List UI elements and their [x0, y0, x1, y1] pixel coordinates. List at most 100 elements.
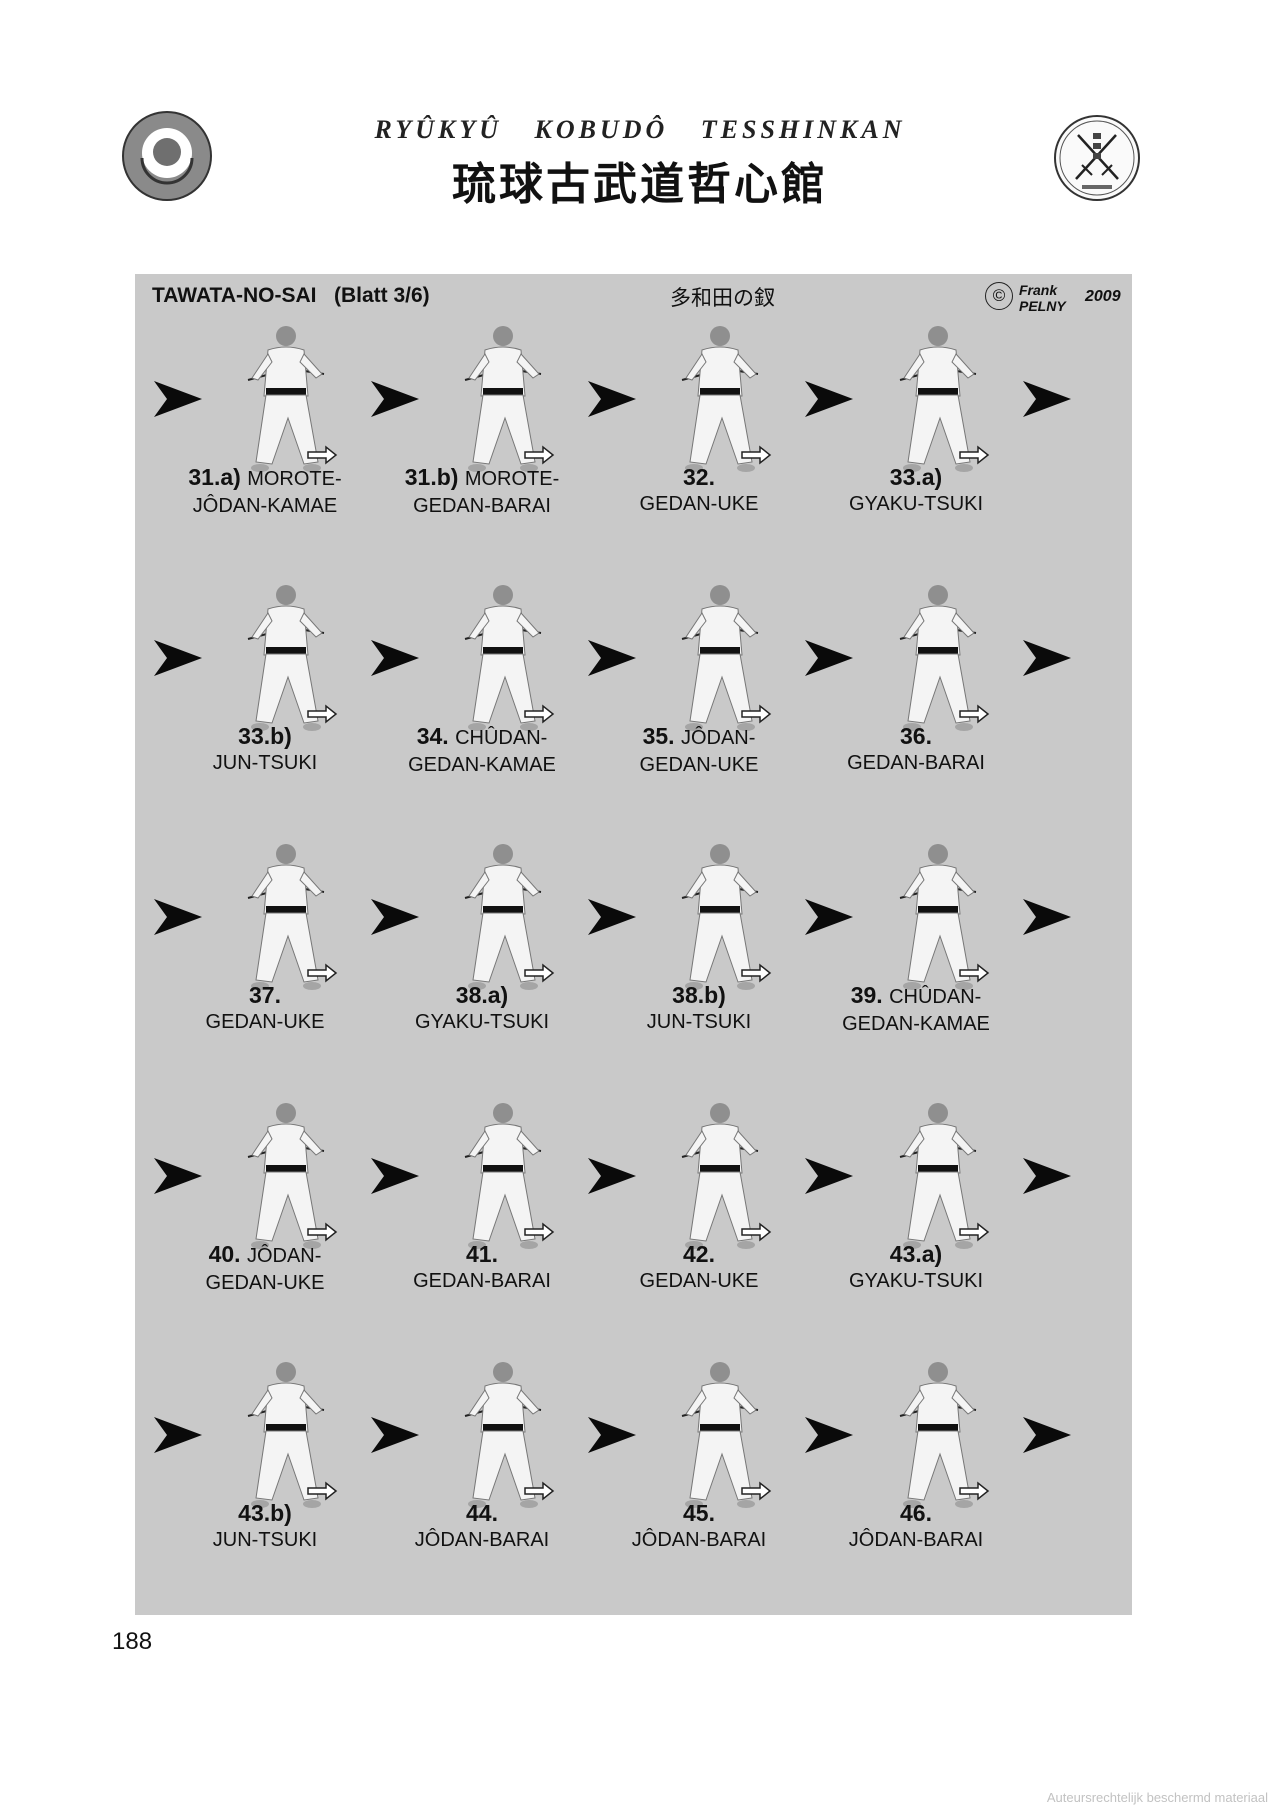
step-direction-arrow-icon: [741, 1481, 772, 1501]
author-last-name: PELNY: [1019, 298, 1066, 314]
karateka-figure: [464, 1362, 542, 1508]
step-name: JUN-TSUKI: [646, 1011, 752, 1033]
step-number-value: 39.: [850, 982, 883, 1008]
step-number-value: 41.: [466, 1241, 498, 1267]
copyright-symbol: ©: [985, 282, 1013, 310]
sequence-arrow-icon: [1023, 899, 1071, 935]
step-number-value: 46.: [900, 1500, 932, 1526]
karateka-figure: [247, 1103, 325, 1249]
step-number-value: 38.b): [672, 982, 726, 1008]
karateka-figure: [899, 844, 977, 990]
karateka-figure: [681, 1103, 759, 1249]
karateka-figure: [247, 326, 325, 472]
step-direction-arrow-icon: [524, 704, 555, 724]
step-caption: 32. GEDAN-UKE: [599, 464, 799, 518]
step-direction-arrow-icon: [307, 963, 338, 983]
step-number: 33.b): [165, 723, 365, 750]
step-direction-arrow-icon: [307, 445, 338, 465]
sequence-arrow-icon: [588, 899, 636, 935]
step-number-value: 43.b): [238, 1500, 292, 1526]
sequence-arrow-icon: [154, 640, 202, 676]
step-number-value: 45.: [683, 1500, 715, 1526]
step-caption: 34. CHÛDAN- GEDAN-KAMAE: [382, 723, 582, 779]
step-caption: 37. GEDAN-UKE: [165, 982, 365, 1036]
karateka-figure: [464, 585, 542, 731]
step-caption: 33.a) GYAKU-TSUKI: [816, 464, 1016, 518]
step-direction-arrow-icon: [524, 445, 555, 465]
author-first-name: Frank: [1019, 282, 1058, 298]
step-number: 38.a): [382, 982, 582, 1009]
dojo-title: RYÛKYÛ KOBUDÔ TESSHINKAN: [374, 115, 906, 144]
step-number-value: 35.: [642, 723, 675, 749]
step-direction-arrow-icon: [524, 1222, 555, 1242]
step-name: GEDAN-BARAI: [413, 495, 551, 517]
step-number: 37.: [165, 982, 365, 1009]
sequence-arrow-icon: [805, 1417, 853, 1453]
step-caption: 45. JÔDAN-BARAI: [599, 1500, 799, 1554]
sequence-arrow-icon: [371, 381, 419, 417]
step-number: 39. CHÛDAN-: [816, 982, 1016, 1011]
step-number: 36.: [816, 723, 1016, 750]
step-number: 31.b) MOROTE-: [382, 464, 582, 493]
step-movement-prefix: CHÛDAN-: [889, 986, 982, 1008]
sequence-arrow-icon: [154, 381, 202, 417]
step-caption: 38.a) GYAKU-TSUKI: [382, 982, 582, 1036]
sequence-arrow-icon: [588, 381, 636, 417]
step-movement-prefix: JÔDAN-: [246, 1245, 322, 1267]
karateka-figure: [247, 1362, 325, 1508]
step-direction-arrow-icon: [741, 704, 772, 724]
step-caption: 42. GEDAN-UKE: [599, 1241, 799, 1295]
sequence-arrow-icon: [371, 899, 419, 935]
step-caption: 43.b) JUN-TSUKI: [165, 1500, 365, 1554]
step-number-value: 44.: [466, 1500, 498, 1526]
sheet-title: TAWATA-NO-SAI (Blatt 3/6): [152, 284, 430, 307]
karateka-figure: [464, 326, 542, 472]
step-direction-arrow-icon: [959, 445, 990, 465]
step-number: 34. CHÛDAN-: [382, 723, 582, 752]
step-number-value: 38.a): [455, 982, 509, 1008]
step-number: 40. JÔDAN-: [165, 1241, 365, 1270]
karateka-figure: [899, 326, 977, 472]
sequence-arrow-icon: [805, 1158, 853, 1194]
sequence-arrow-icon: [1023, 1158, 1071, 1194]
step-direction-arrow-icon: [959, 1481, 990, 1501]
sequence-arrow-icon: [588, 1417, 636, 1453]
step-number-value: 42.: [683, 1241, 715, 1267]
step-number: 46.: [816, 1500, 1016, 1527]
step-name: GYAKU-TSUKI: [414, 1011, 550, 1033]
sequence-arrow-icon: [371, 640, 419, 676]
step-number-value: 33.b): [238, 723, 292, 749]
step-number-value: 31.b): [404, 464, 459, 490]
step-caption: 31.a) MOROTE- JÔDAN-KAMAE: [165, 464, 365, 520]
step-direction-arrow-icon: [524, 1481, 555, 1501]
step-caption: 36. GEDAN-BARAI: [816, 723, 1016, 777]
step-name: GYAKU-TSUKI: [848, 493, 984, 515]
step-number: 33.a): [816, 464, 1016, 491]
step-name: JUN-TSUKI: [212, 1529, 318, 1551]
step-name: GYAKU-TSUKI: [848, 1270, 984, 1292]
karateka-figure: [464, 1103, 542, 1249]
step-number: 35. JÔDAN-: [599, 723, 799, 752]
step-name: JÔDAN-KAMAE: [192, 495, 338, 517]
step-direction-arrow-icon: [959, 704, 990, 724]
step-name: JÔDAN-BARAI: [631, 1529, 767, 1551]
step-movement-prefix: MOROTE-: [247, 468, 342, 490]
karateka-figure: [681, 844, 759, 990]
step-direction-arrow-icon: [741, 1222, 772, 1242]
step-number-value: 40.: [208, 1241, 241, 1267]
step-caption: 31.b) MOROTE- GEDAN-BARAI: [382, 464, 582, 520]
step-direction-arrow-icon: [741, 963, 772, 983]
step-name: GEDAN-BARAI: [847, 752, 985, 774]
step-caption: 44. JÔDAN-BARAI: [382, 1500, 582, 1554]
page-number: 188: [112, 1628, 153, 1655]
step-name: GEDAN-KAMAE: [408, 754, 556, 776]
karateka-figure: [681, 585, 759, 731]
step-direction-arrow-icon: [959, 963, 990, 983]
karateka-figure: [464, 844, 542, 990]
step-number-value: 32.: [683, 464, 715, 490]
step-number: 31.a) MOROTE-: [165, 464, 365, 493]
watermark: Auteursrechtelijk beschermd materiaal: [1046, 1790, 1268, 1805]
author-name: Frank PELNY: [1019, 282, 1066, 314]
step-movement-prefix: CHÛDAN-: [455, 727, 548, 749]
step-name: GEDAN-UKE: [639, 754, 759, 776]
